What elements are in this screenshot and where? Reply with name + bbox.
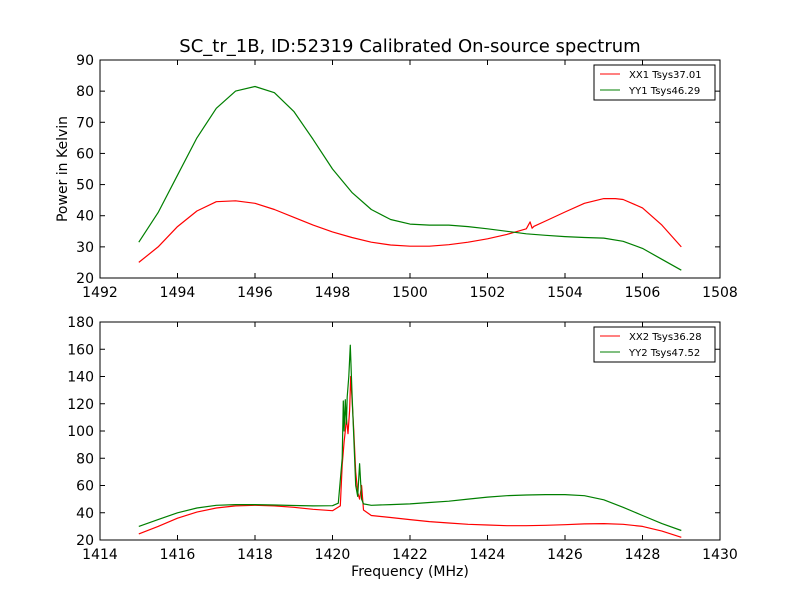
top-y-tick-label: 90 bbox=[76, 53, 94, 69]
top-subplot: 1492 1494 1496 1498 1500 1502 1504 1506 1508 20 30… bbox=[55, 53, 738, 301]
bottom-x-tick-label: 1422 bbox=[392, 547, 428, 563]
top-series-line-0 bbox=[138, 198, 682, 263]
bottom-x-tick-label: 1414 bbox=[82, 547, 118, 563]
bottom-legend-label-yy2: YY2 Tsys47.52 bbox=[628, 348, 700, 359]
top-y-tick-label: 70 bbox=[76, 115, 94, 131]
bottom-y-tick-label: 20 bbox=[76, 533, 94, 549]
top-axis-ticks: 1492 1494 1496 1498 1500 1502 1504 1506 1508 20 30… bbox=[76, 53, 738, 301]
top-series-line-1 bbox=[138, 85, 682, 271]
top-x-tick-label: 1502 bbox=[470, 285, 506, 301]
bottom-y-tick-label: 140 bbox=[67, 370, 94, 386]
top-legend-label-xx1: XX1 Tsys37.01 bbox=[629, 70, 702, 81]
bottom-x-axis-label: Frequency (MHz) bbox=[351, 564, 469, 580]
bottom-x-tick-label: 1418 bbox=[237, 547, 273, 563]
bottom-y-tick-label: 80 bbox=[76, 451, 94, 467]
figure-title: SC_tr_1B, ID:52319 Calibrated On-source … bbox=[179, 36, 640, 57]
top-x-tick-label: 1494 bbox=[160, 285, 196, 301]
bottom-series-lines bbox=[138, 344, 682, 538]
top-x-tick-label: 1504 bbox=[547, 285, 583, 301]
bottom-subplot: 1414 1416 1418 1420 1422 1424 1426 1428 1430 20 40… bbox=[67, 315, 738, 580]
bottom-series-line-1 bbox=[138, 344, 682, 532]
bottom-x-tick-label: 1430 bbox=[702, 547, 738, 563]
bottom-x-tick-label: 1416 bbox=[160, 547, 196, 563]
top-y-tick-label: 80 bbox=[76, 84, 94, 100]
top-x-tick-label: 1506 bbox=[625, 285, 661, 301]
top-x-tick-label: 1500 bbox=[392, 285, 428, 301]
top-y-tick-label: 60 bbox=[76, 146, 94, 162]
bottom-legend-box bbox=[593, 326, 716, 363]
top-y-tick-label: 40 bbox=[76, 209, 94, 225]
top-x-tick-label: 1498 bbox=[315, 285, 351, 301]
top-y-tick-label: 50 bbox=[76, 178, 94, 194]
top-series-lines bbox=[138, 85, 682, 271]
bottom-y-tick-label: 60 bbox=[76, 479, 94, 495]
top-y-tick-label: 30 bbox=[76, 240, 94, 256]
top-x-tick-label: 1508 bbox=[702, 285, 738, 301]
top-legend-box bbox=[593, 64, 716, 101]
bottom-axis-ticks: 1414 1416 1418 1420 1422 1424 1426 1428 1430 20 40… bbox=[67, 315, 738, 563]
bottom-y-tick-label: 160 bbox=[67, 342, 94, 358]
top-x-tick-label: 1496 bbox=[237, 285, 273, 301]
top-y-tick-label: 20 bbox=[76, 271, 94, 287]
bottom-y-tick-label: 120 bbox=[67, 397, 94, 413]
bottom-y-tick-label: 180 bbox=[67, 315, 94, 331]
bottom-plot-frame bbox=[99, 321, 721, 541]
bottom-series-line-0 bbox=[138, 375, 682, 538]
bottom-x-tick-label: 1428 bbox=[625, 547, 661, 563]
bottom-y-tick-label: 100 bbox=[67, 424, 94, 440]
top-legend-label-yy1: YY1 Tsys46.29 bbox=[628, 86, 700, 97]
bottom-x-tick-label: 1426 bbox=[547, 547, 583, 563]
top-x-tick-label: 1492 bbox=[82, 285, 118, 301]
bottom-x-tick-label: 1420 bbox=[315, 547, 351, 563]
top-y-axis-label: Power in Kelvin bbox=[55, 116, 71, 222]
top-legend: XX1 Tsys37.01 YY1 Tsys46.29 bbox=[593, 64, 716, 101]
bottom-y-tick-label: 40 bbox=[76, 506, 94, 522]
top-plot-frame bbox=[99, 59, 721, 279]
bottom-x-tick-label: 1424 bbox=[470, 547, 506, 563]
bottom-legend: XX2 Tsys36.28 YY2 Tsys47.52 bbox=[593, 326, 716, 363]
bottom-legend-label-xx2: XX2 Tsys36.28 bbox=[629, 332, 702, 343]
